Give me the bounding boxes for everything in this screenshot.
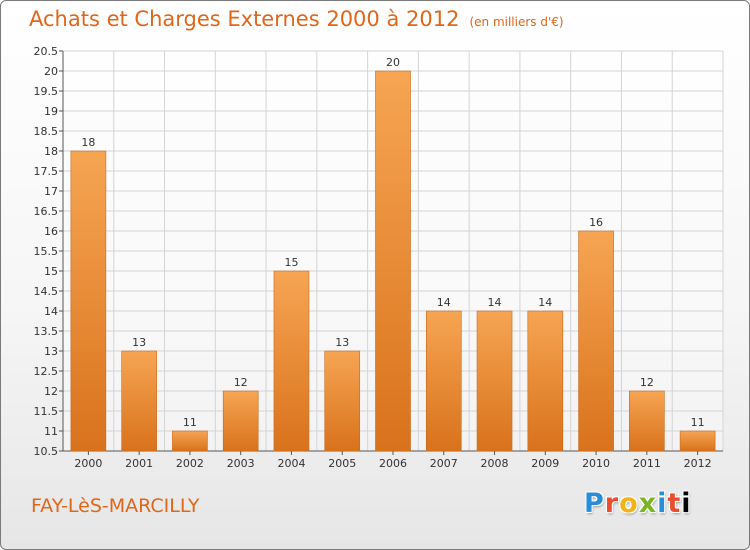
data-label: 11 <box>691 416 705 429</box>
data-label: 20 <box>386 56 400 69</box>
x-tick-label: 2001 <box>125 457 153 470</box>
y-tick-label: 15.5 <box>34 245 59 258</box>
data-label: 18 <box>81 136 95 149</box>
bar-2002 <box>172 430 208 452</box>
bar-2004 <box>273 270 310 452</box>
y-tick-label: 11 <box>44 425 58 438</box>
x-tick-label: 2006 <box>379 457 407 470</box>
y-tick-label: 20.5 <box>34 45 59 58</box>
data-label: 11 <box>183 416 197 429</box>
x-tick-label: 2004 <box>277 457 305 470</box>
x-tick-label: 2008 <box>481 457 509 470</box>
data-label: 12 <box>234 376 248 389</box>
bar-2009 <box>527 310 564 452</box>
y-tick-label: 10.5 <box>34 445 59 458</box>
y-tick-label: 12.5 <box>34 365 59 378</box>
y-tick-label: 15 <box>44 265 58 278</box>
y-tick-label: 17.5 <box>34 165 59 178</box>
x-tick-label: 2010 <box>582 457 610 470</box>
chart-unit: (en milliers d'€) <box>469 15 564 29</box>
bar-2005 <box>324 350 361 452</box>
bar-2012 <box>679 430 716 452</box>
x-tick-label: 2005 <box>328 457 356 470</box>
bar-2008 <box>476 310 513 452</box>
data-label: 12 <box>640 376 654 389</box>
chart-title: Achats et Charges Externes 2000 à 2012 (e… <box>29 7 564 31</box>
y-tick-label: 17 <box>44 185 58 198</box>
x-tick-label: 2000 <box>74 457 102 470</box>
y-tick-label: 11.5 <box>34 405 59 418</box>
x-tick-label: 2007 <box>430 457 458 470</box>
data-label: 14 <box>437 296 451 309</box>
bar-2001 <box>121 350 157 452</box>
bars <box>70 70 716 452</box>
chart-title-text: Achats et Charges Externes 2000 à 2012 <box>29 7 460 31</box>
x-tick-label: 2009 <box>531 457 559 470</box>
y-tick-label: 19.5 <box>34 85 59 98</box>
proxiti-logo: Proxiti <box>584 488 692 519</box>
data-label: 16 <box>589 216 603 229</box>
data-label: 15 <box>284 256 298 269</box>
y-tick-label: 13 <box>44 345 58 358</box>
y-tick-label: 14.5 <box>34 285 59 298</box>
bar-2006 <box>375 70 411 452</box>
y-tick-label: 20 <box>44 65 58 78</box>
data-label: 14 <box>538 296 552 309</box>
data-label: 13 <box>132 336 146 349</box>
y-tick-label: 14 <box>44 305 58 318</box>
bar-2010 <box>578 230 614 452</box>
x-tick-label: 2002 <box>176 457 204 470</box>
bar-2011 <box>629 390 665 452</box>
y-tick-label: 18.5 <box>34 125 59 138</box>
bar-2000 <box>70 150 107 452</box>
y-tick-label: 16.5 <box>34 205 59 218</box>
x-tick-label: 2012 <box>684 457 712 470</box>
x-tick-label: 2003 <box>227 457 255 470</box>
data-label: 13 <box>335 336 349 349</box>
labels: 10.5 11 11.5 12 12.5 13 13.5 14 14.5 15 15.5 16 16.5… <box>34 45 712 470</box>
commune-name: FAY-LèS-MARCILLY <box>31 495 200 517</box>
bar-2007 <box>425 310 462 452</box>
x-tick-label: 2011 <box>633 457 661 470</box>
bar-2003 <box>222 390 259 452</box>
y-tick-label: 19 <box>44 105 58 118</box>
y-tick-label: 13.5 <box>34 325 59 338</box>
y-tick-label: 16 <box>44 225 58 238</box>
data-label: 14 <box>488 296 502 309</box>
y-tick-label: 12 <box>44 385 58 398</box>
y-tick-label: 18 <box>44 145 58 158</box>
